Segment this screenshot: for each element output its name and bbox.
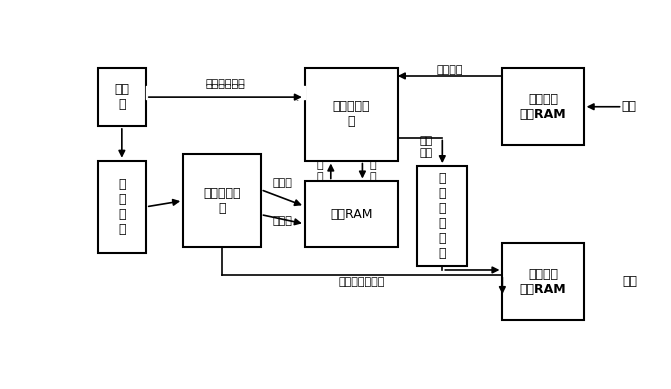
Text: 读
出: 读 出	[317, 160, 323, 182]
Text: 移位控制数据: 移位控制数据	[205, 84, 245, 95]
Bar	[305, 68, 398, 161]
Text: 取
模
单
元
运
算: 取 模 单 元 运 算	[439, 172, 446, 260]
Text: 写地址: 写地址	[272, 216, 293, 226]
Text: 地址产生模
块: 地址产生模 块	[203, 187, 241, 215]
Text: 输出: 输出	[623, 275, 637, 288]
Bar	[98, 68, 146, 126]
Text: 输入: 输入	[621, 100, 636, 113]
Text: 读地址: 读地址	[272, 178, 293, 187]
Text: 输入数据
缓存RAM: 输入数据 缓存RAM	[520, 93, 566, 121]
Bar	[305, 181, 398, 247]
Bar	[183, 154, 260, 247]
Text: 主
控
制
器: 主 控 制 器	[118, 178, 125, 236]
Bar	[98, 161, 146, 253]
Text: 计数
器: 计数 器	[114, 83, 130, 111]
Bar	[503, 243, 584, 320]
Text: 输出数据
缓存RAM: 输出数据 缓存RAM	[520, 268, 566, 296]
Text: 运算RAM: 运算RAM	[330, 208, 372, 221]
Text: 输入数据: 输入数据	[437, 65, 463, 75]
Text: 移位控制数据: 移位控制数据	[205, 79, 245, 89]
Bar	[503, 68, 584, 145]
Text: 蝶形运算单
元: 蝶形运算单 元	[333, 100, 370, 128]
Bar	[417, 166, 468, 266]
Text: 写
入: 写 入	[370, 160, 376, 182]
Text: 结果
输出: 结果 输出	[419, 136, 433, 158]
Text: 最后一位写地址: 最后一位写地址	[339, 277, 385, 287]
